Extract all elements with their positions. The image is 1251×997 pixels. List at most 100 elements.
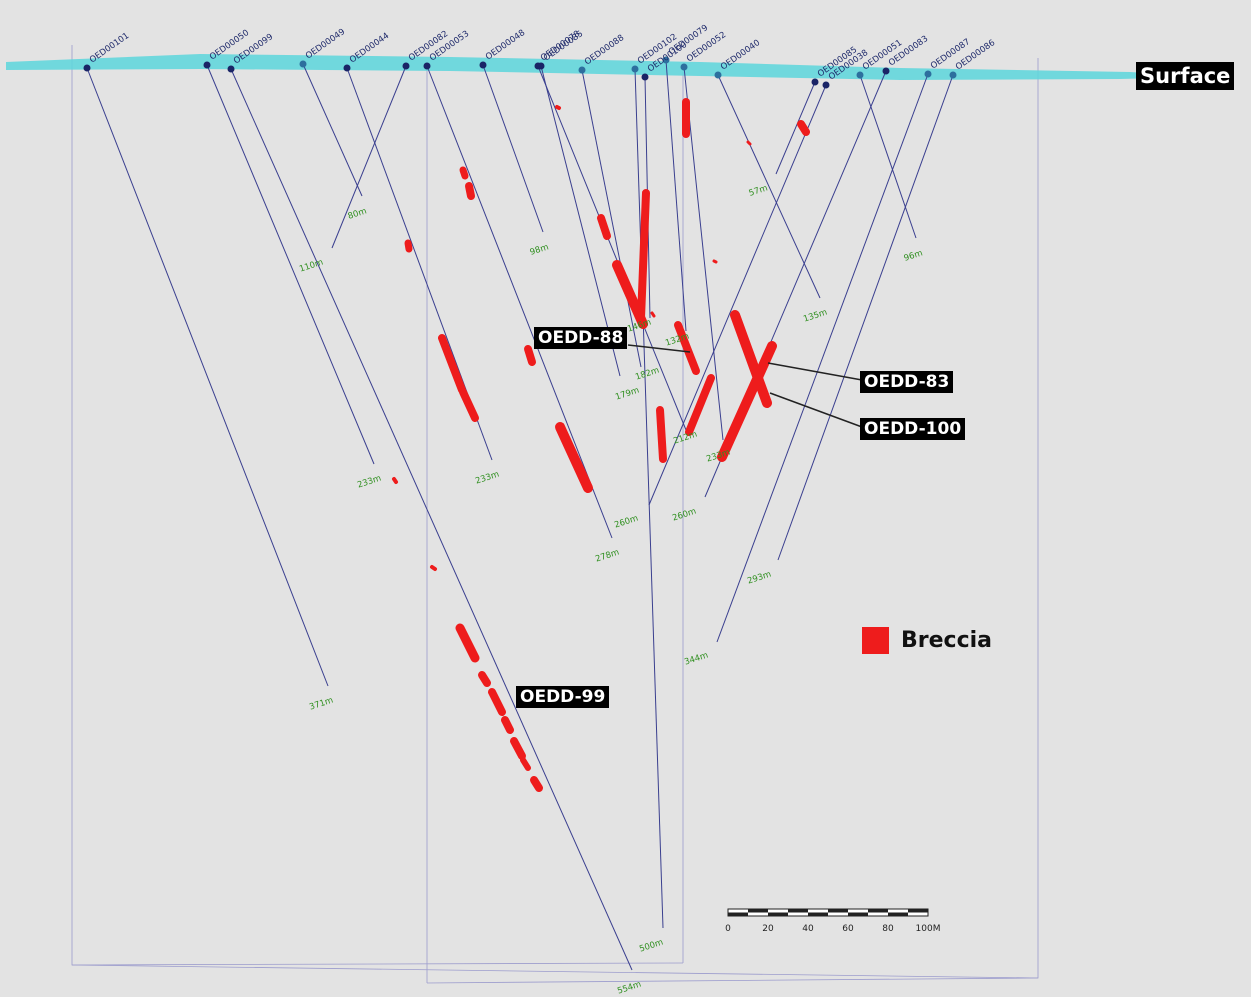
breccia-interval-19 <box>555 422 593 493</box>
drill-trace-oed00079 <box>665 59 687 332</box>
depth-label-oed00040: 135m <box>802 308 828 325</box>
collar-label-oed00085: OED00085 <box>542 29 585 63</box>
collar-oed00044 <box>343 64 351 72</box>
drill-trace-oed00052 <box>683 66 724 441</box>
surface-label: Surface <box>1136 62 1235 90</box>
depth-label-oed00088: 182m <box>634 366 660 383</box>
breccia-interval-2 <box>459 166 469 180</box>
depth-label-oed00050: 233m <box>356 474 382 491</box>
collar-oed00082 <box>402 62 410 70</box>
breccia-interval-29 <box>520 757 531 771</box>
depth-label-oed00078: 212m <box>672 430 698 447</box>
breccia-interval-23 <box>430 565 437 571</box>
hole-labels: OED00101371mOED00050233mOED00099554mOED0… <box>88 23 997 997</box>
drill-trace-oed00078 <box>537 65 687 431</box>
collar-oed00048 <box>479 61 487 69</box>
scale-tick-40: 40 <box>802 924 814 934</box>
drill-trace-oed00051 <box>859 74 917 239</box>
scale-bar: 0 20 40 60 80 100M <box>725 908 940 934</box>
collar-oed00085 <box>811 78 819 86</box>
drill-trace-oed00049 <box>302 63 363 197</box>
breccia-interval-30 <box>530 776 543 792</box>
breccia-interval-25 <box>478 671 491 687</box>
collar-oed00083 <box>882 67 890 75</box>
depth-label-oed00099: 554m <box>616 980 642 997</box>
collar-oed00102 <box>631 65 639 73</box>
depth-label-oed00051: 96m <box>903 248 924 263</box>
drill-trace-oed00086 <box>777 74 954 561</box>
depth-label-oed00082: 110m <box>298 258 324 275</box>
depth-label-oed00053: 278m <box>594 548 620 565</box>
scale-tick-80: 80 <box>882 924 894 934</box>
collar-oed00100 <box>641 73 649 81</box>
collar-oed00049 <box>299 60 307 68</box>
legend: Breccia <box>862 627 992 654</box>
breccia-interval-18 <box>459 388 479 422</box>
breccia-interval-4 <box>404 239 413 253</box>
collars <box>83 56 957 89</box>
breccia-interval-21 <box>797 120 810 136</box>
drill-trace-oed00038 <box>648 84 827 506</box>
collar-oed00085 <box>537 62 545 70</box>
drill-trace-oed00082 <box>331 65 407 249</box>
drill-trace-oed00087 <box>716 73 929 643</box>
breccia-interval-13 <box>717 341 777 462</box>
depth-label-oed00087: 344m <box>683 651 709 668</box>
callout-oedd-100: OEDD-100 <box>860 418 966 440</box>
callout-oedd-83: OEDD-83 <box>860 371 954 393</box>
drill-trace-oed00053 <box>426 65 613 539</box>
collar-oed00087 <box>924 70 932 78</box>
callout-leaders <box>627 344 863 428</box>
breccia-interval-17 <box>438 334 466 394</box>
depth-label-oed00048: 98m <box>529 242 550 257</box>
drill-trace-oed00048 <box>482 64 544 233</box>
depth-label-oed00086: 293m <box>746 570 772 587</box>
collar-oed00099 <box>227 65 235 73</box>
depth-label-oed00102: 500m <box>638 938 664 955</box>
drill-trace-oed00099 <box>230 68 633 971</box>
collar-oed00038 <box>822 81 830 89</box>
depth-label-oed00085: 57m <box>748 183 769 198</box>
depth-label-oed00038: 260m <box>613 514 639 531</box>
breccia-interval-26 <box>488 688 506 716</box>
callout-oedd-99: OEDD-99 <box>516 686 610 708</box>
breccia-interval-15 <box>656 406 667 463</box>
depth-label-oed00044: 233m <box>474 470 500 487</box>
section-frame <box>71 45 1039 984</box>
breccia-interval-10 <box>674 321 700 375</box>
depth-label-oed00052: 233m <box>705 448 731 465</box>
depth-label-oed00049: 80m <box>347 206 368 221</box>
breccia-interval-22 <box>392 477 398 484</box>
drill-trace-oed00102 <box>634 68 664 929</box>
scale-tick-60: 60 <box>842 924 854 934</box>
breccia-interval-12 <box>730 310 772 408</box>
breccia-interval-16 <box>524 345 536 366</box>
collar-oed00053 <box>423 62 431 70</box>
breccia-interval-3 <box>465 182 475 200</box>
surface-plane <box>6 54 1205 80</box>
collar-oed00086 <box>949 71 957 79</box>
breccia-interval-27 <box>501 716 514 734</box>
callout-oedd-88: OEDD-88 <box>534 327 628 349</box>
drill-trace-oed00101 <box>86 67 329 687</box>
collar-oed00088 <box>578 66 586 74</box>
collar-oed00051 <box>856 71 864 79</box>
depth-label-oed00085: 179m <box>614 386 640 403</box>
collar-oed00079 <box>662 56 670 64</box>
collar-label-oed00048: OED00048 <box>484 28 527 62</box>
collar-oed00050 <box>203 61 211 69</box>
drill-traces <box>86 59 954 971</box>
depth-label-oed00100: 146m <box>626 318 652 335</box>
breccia-interval-11 <box>712 259 718 264</box>
breccia-interval-5 <box>555 105 561 110</box>
breccia-interval-14 <box>685 374 715 436</box>
drill-trace-oed00050 <box>206 64 375 465</box>
legend-swatch-breccia <box>862 627 889 654</box>
collar-oed00052 <box>680 63 688 71</box>
depth-label-oed00101: 371m <box>308 696 334 713</box>
scale-tick-20: 20 <box>762 924 774 934</box>
breccia-interval-24 <box>455 623 480 663</box>
breccia-interval-6 <box>597 214 611 240</box>
drill-trace-oed00088 <box>581 69 642 368</box>
